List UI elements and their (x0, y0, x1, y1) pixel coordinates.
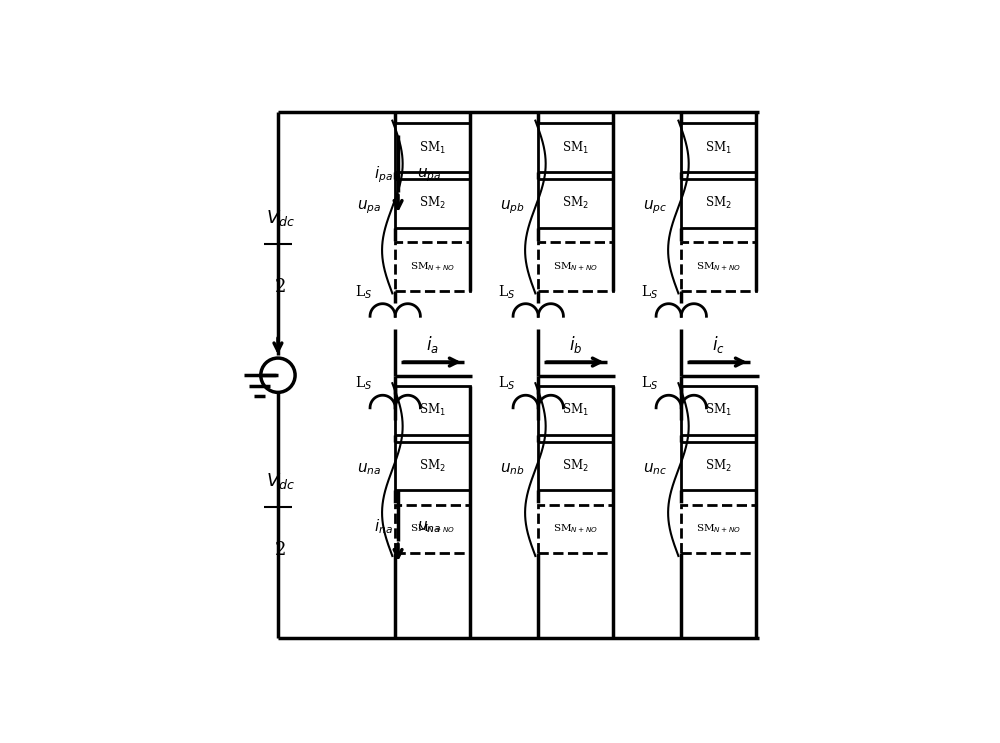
Text: 2: 2 (275, 541, 286, 559)
Text: SM$_{N+NO}$: SM$_{N+NO}$ (696, 522, 741, 535)
Bar (538, 242, 613, 291)
Bar (538, 504, 613, 553)
Text: $u_{pb}$: $u_{pb}$ (500, 198, 525, 215)
Text: SM$_1$: SM$_1$ (705, 403, 732, 418)
Bar (681, 504, 756, 553)
Text: L$_S$: L$_S$ (355, 283, 372, 301)
Text: L$_S$: L$_S$ (498, 375, 515, 392)
Text: SM$_2$: SM$_2$ (419, 458, 446, 474)
Text: $i_{b}$: $i_{b}$ (569, 334, 582, 355)
Bar (681, 242, 756, 291)
Text: $i_{pa}$: $i_{pa}$ (374, 165, 393, 185)
Text: $i_{c}$: $i_{c}$ (712, 334, 725, 355)
Bar (681, 386, 756, 435)
Text: SM$_2$: SM$_2$ (705, 458, 732, 474)
Bar (538, 179, 613, 227)
Text: L$_S$: L$_S$ (355, 375, 372, 392)
Bar (538, 123, 613, 172)
Bar (395, 441, 470, 490)
Bar (681, 441, 756, 490)
Text: $u_{pa}$: $u_{pa}$ (417, 166, 442, 184)
Text: SM$_1$: SM$_1$ (562, 403, 589, 418)
Text: SM$_{N+NO}$: SM$_{N+NO}$ (696, 260, 741, 273)
Text: L$_S$: L$_S$ (641, 375, 658, 392)
Text: $u_{pa}$: $u_{pa}$ (357, 198, 382, 215)
Bar (395, 386, 470, 435)
Text: SM$_{N+NO}$: SM$_{N+NO}$ (553, 522, 598, 535)
Text: $V_{dc}$: $V_{dc}$ (266, 471, 295, 491)
Bar (538, 441, 613, 490)
Text: $i_{a}$: $i_{a}$ (426, 334, 439, 355)
Text: SM$_1$: SM$_1$ (419, 403, 446, 418)
Text: SM$_{N+NO}$: SM$_{N+NO}$ (410, 522, 455, 535)
Bar (395, 504, 470, 553)
Text: SM$_1$: SM$_1$ (562, 140, 589, 156)
Text: L$_S$: L$_S$ (641, 283, 658, 301)
Text: $u_{na}$: $u_{na}$ (417, 519, 442, 535)
Text: 2: 2 (275, 278, 286, 296)
Bar (395, 123, 470, 172)
Text: $V_{dc}$: $V_{dc}$ (266, 207, 295, 227)
Text: $u_{nb}$: $u_{nb}$ (500, 461, 525, 478)
Text: $u_{na}$: $u_{na}$ (357, 461, 382, 478)
Text: $u_{pc}$: $u_{pc}$ (643, 198, 668, 215)
Bar (538, 386, 613, 435)
Text: L$_S$: L$_S$ (498, 283, 515, 301)
Bar (395, 242, 470, 291)
Text: SM$_2$: SM$_2$ (705, 195, 732, 211)
Text: SM$_2$: SM$_2$ (419, 195, 446, 211)
Text: SM$_{N+NO}$: SM$_{N+NO}$ (553, 260, 598, 273)
Text: $i_{na}$: $i_{na}$ (374, 517, 393, 536)
Text: SM$_2$: SM$_2$ (562, 195, 589, 211)
Text: $u_{nc}$: $u_{nc}$ (643, 461, 668, 478)
Bar (395, 179, 470, 227)
Text: SM$_1$: SM$_1$ (705, 140, 732, 156)
Text: SM$_2$: SM$_2$ (562, 458, 589, 474)
Bar (681, 179, 756, 227)
Text: SM$_{N+NO}$: SM$_{N+NO}$ (410, 260, 455, 273)
Bar (681, 123, 756, 172)
Text: SM$_1$: SM$_1$ (419, 140, 446, 156)
